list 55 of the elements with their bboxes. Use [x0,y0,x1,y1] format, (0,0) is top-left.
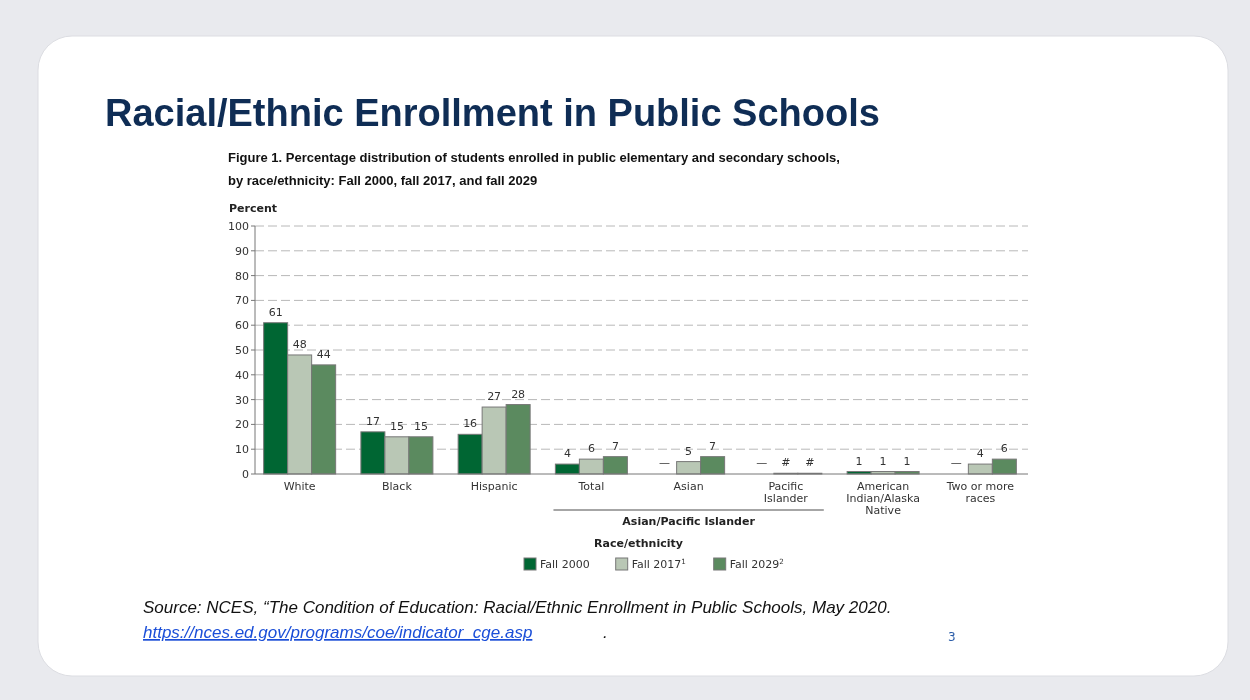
text: https://nces.ed.gov/programs/coe/indicator_cge.asp [143,623,533,642]
data-label: 15 [413,419,428,433]
y-tick-label: 10 [235,443,249,457]
x-tick-label: Pacific Islander [763,480,809,505]
chart-subtitle: Figure 1. Percentage distribution of students enrolled in public elementary and secondary schools, by race/ethnicity: Fall 2000, fall 2017, and fall 2029 [228,150,840,188]
y-tick-label: 50 [235,344,249,357]
text: . [603,623,608,642]
data-label: 61 [268,305,283,319]
data-label: # [805,456,815,470]
legend-label: Fall 2017$^{1}$ [631,556,686,571]
data-label: 28 [511,387,526,401]
data-label: 27 [487,390,502,404]
data-label: 6 [1000,442,1008,456]
y-tick-label: 60 [235,319,249,333]
y-tick-label: 30 [235,393,249,407]
y-tick-label: 70 [235,294,249,308]
data-label: 7 [611,439,619,453]
text: Asian/Pacific Islander [622,515,756,528]
text: — [659,456,671,469]
legend-label: Fall 2029$^{2}$ [729,556,784,571]
data-label: 15 [389,419,404,433]
y-tick-label: 20 [235,418,249,432]
data-label: 1 [879,454,887,468]
data-label: 17 [365,414,380,428]
x-tick-label: Two or more races [945,480,1015,505]
data-label: 44 [316,347,331,361]
y-tick-label: 40 [235,368,249,382]
x-tick-label: Asian [673,480,704,493]
x-tick-label: American Indian/Alaska Native [846,480,920,517]
data-label: 4 [976,447,984,461]
data-label: 6 [587,442,595,456]
text: — [950,456,962,469]
x-tick-label: White [283,480,316,493]
data-label: 5 [685,444,693,458]
y-tick-label: 80 [235,269,249,283]
legend-label: Fall 2000 [540,558,590,571]
y-tick-label: 90 [235,244,249,258]
x-tick-label: Black [382,480,413,493]
data-label: 1 [855,454,863,468]
data-label: 7 [709,439,717,453]
y-tick-label: 100 [228,220,249,233]
x-tick-label: Total [577,480,605,493]
x-tick-label: Hispanic [470,480,518,493]
y-tick-label: 0 [242,468,249,481]
data-label: 16 [463,417,478,431]
chart-title: Racial/Ethnic Enrollment in Public Schools [105,92,880,134]
x-axis-title: Race/ethnicity [594,537,683,550]
y-axis-title: Percent [229,202,278,215]
data-label: 1 [903,454,911,468]
source-note: Source: NCES, “The Condition of Education: Racial/Ethnic Enrollment in Public Schools, May 2020. [143,598,892,617]
text: — [756,456,768,469]
data-label: 4 [563,447,571,461]
text: 3 [948,630,956,644]
data-label: 48 [292,337,307,351]
data-label: # [781,456,791,470]
